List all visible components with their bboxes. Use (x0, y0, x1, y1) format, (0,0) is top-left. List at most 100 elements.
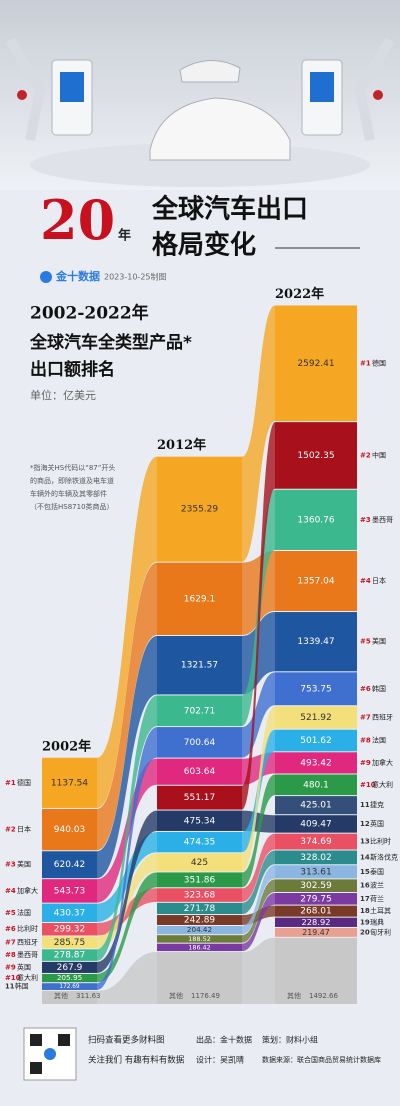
segment (157, 635, 242, 695)
rank-label: #1 (360, 359, 371, 367)
segment (275, 917, 357, 927)
value-label: 268.01 (300, 907, 332, 917)
country-label: 韩国 (15, 982, 29, 991)
value-label: 228.92 (301, 917, 330, 927)
rank-label: 18 (360, 907, 370, 915)
value-label: 204.42 (187, 925, 212, 934)
value-label: 1321.57 (181, 661, 218, 671)
flow (242, 706, 275, 872)
value-label: 480.1 (303, 780, 329, 790)
segment (275, 612, 357, 672)
segment (275, 815, 357, 833)
value-label: 285.75 (54, 938, 86, 948)
country-label: 意大利 (372, 780, 393, 789)
country-label: 日本 (17, 825, 31, 834)
country-label: 瑞典 (370, 917, 384, 926)
value-label: 279.75 (300, 894, 332, 904)
value-label: 753.75 (300, 684, 332, 694)
value-label: 172.69 (59, 984, 80, 990)
value-label: 620.42 (54, 860, 86, 870)
title-unit: 年 (118, 228, 131, 244)
country-label: 美国 (17, 860, 31, 869)
rank-label: #2 (360, 451, 371, 459)
value-label: 702.71 (184, 706, 216, 716)
segment (157, 915, 242, 925)
value-label: 2592.41 (297, 359, 334, 369)
segment (275, 422, 357, 489)
value-label: 278.87 (54, 951, 86, 961)
note-line: *指海关HS代码以“87”开头 (30, 463, 115, 472)
value-label: 425.01 (300, 801, 332, 811)
flow (242, 850, 275, 915)
rank-label: #6 (360, 685, 371, 693)
country-label: 斯洛伐克 (370, 852, 398, 861)
segment (42, 990, 97, 1004)
flow (97, 695, 157, 961)
value-label: 475.34 (184, 816, 216, 826)
segment (275, 893, 357, 905)
unit: 单位：亿美元 (30, 388, 96, 402)
footer-text: 数据来源：联合国商品贸易统计数据库 (262, 1055, 381, 1064)
value-label: 328.02 (300, 853, 332, 863)
value-label: 374.69 (300, 837, 332, 847)
segment (157, 888, 242, 902)
rank-label: #7 (360, 713, 371, 721)
flows (97, 305, 275, 1004)
flow (242, 305, 275, 562)
other-label: 其他 (54, 991, 68, 1000)
value-label: 351.86 (184, 875, 216, 885)
segment (157, 853, 242, 872)
rank-label: #9 (360, 759, 371, 767)
value-label: 430.37 (54, 908, 86, 918)
rank-label: 19 (360, 918, 370, 926)
rank-label: #5 (360, 638, 371, 646)
rank-label: #10 (5, 974, 21, 982)
country-label: 墨西哥 (372, 516, 393, 524)
segment (275, 879, 357, 893)
rank-label: 12 (360, 820, 370, 828)
segment (275, 550, 357, 612)
value-label: 1629.1 (184, 594, 216, 604)
country-label: 土耳其 (370, 906, 391, 915)
segment (157, 872, 242, 888)
value-label: 299.32 (54, 925, 86, 935)
country-label: 西班牙 (17, 937, 38, 946)
flow (97, 810, 157, 973)
segment (157, 758, 242, 785)
segment (157, 952, 242, 1004)
segment (275, 729, 357, 752)
segment (275, 672, 357, 706)
rank-label: #3 (5, 861, 16, 869)
value-label: 1360.76 (297, 515, 334, 525)
segment (42, 923, 97, 936)
segment (157, 902, 242, 915)
country-label: 比利时 (370, 837, 391, 846)
value-label: 700.64 (184, 738, 216, 748)
subtitle: 出口额排名 (30, 359, 115, 380)
value-label: 1176.49 (191, 992, 220, 1000)
value-label: 271.78 (184, 904, 216, 914)
value-label: 501.62 (300, 736, 332, 746)
country-label: 法国 (17, 908, 31, 917)
rank-label: #10 (360, 781, 376, 789)
country-label: 比利时 (17, 924, 38, 933)
footer-text: 出品：金十数据 (196, 1035, 252, 1045)
flow (242, 672, 275, 758)
segment (42, 949, 97, 961)
value-label: 1502.35 (297, 451, 334, 461)
segment (275, 796, 357, 815)
flow (242, 865, 275, 935)
country-label: 波兰 (370, 881, 384, 890)
segment (42, 879, 97, 903)
flow (242, 833, 275, 902)
country-label: 墨西哥 (17, 951, 38, 959)
value-label: 1357.04 (297, 577, 334, 587)
segment (157, 785, 242, 810)
title: 格局变化 (152, 230, 256, 261)
value-label: 603.64 (184, 767, 216, 777)
subtitle: 2002-2022年 (30, 303, 149, 324)
segment (42, 808, 97, 851)
brand: 金十数据 (55, 269, 100, 283)
value-label: 242.89 (184, 916, 216, 926)
